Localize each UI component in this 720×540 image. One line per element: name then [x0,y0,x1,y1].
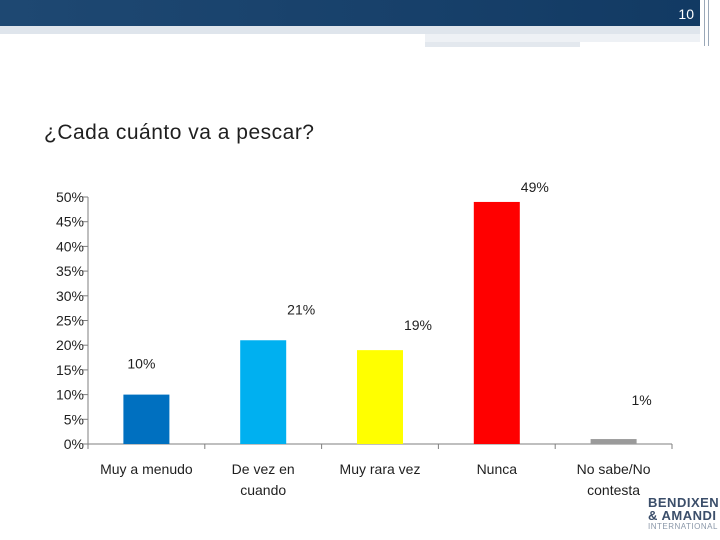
x-tick-label: Nunca [477,461,518,477]
data-label: 21% [287,301,315,317]
y-tick-label: 35% [56,263,84,279]
bar [473,201,520,444]
data-label: 1% [631,392,651,408]
bar [590,439,637,444]
x-tick-label: contesta [587,482,640,498]
header-strip-tertiary [425,42,580,47]
y-tick-label: 0% [64,436,84,452]
data-label: 49% [521,179,549,195]
y-tick-label: 20% [56,337,84,353]
header-divider [704,0,705,46]
data-label: 19% [404,317,432,333]
y-tick-label: 15% [56,362,84,378]
company-logo: BENDIXEN & AMANDI INTERNATIONAL [648,495,720,531]
logo-line-3: INTERNATIONAL [648,522,718,531]
logo-line-2: & AMANDI [648,508,717,523]
y-tick-label: 10% [56,387,84,403]
y-tick-label: 40% [56,238,84,254]
header-divider [708,0,709,46]
logo-line-1: BENDIXEN [648,495,720,510]
y-tick-label: 50% [56,189,84,205]
x-tick-label: Muy a menudo [100,461,193,477]
bar [123,394,170,444]
slide-title: ¿Cada cuánto va a pescar? [44,121,315,144]
data-label: 10% [127,356,155,372]
x-tick-label: No sabe/No [577,461,651,477]
y-tick-label: 30% [56,288,84,304]
x-tick-label: Muy rara vez [340,461,421,477]
header-bar [0,0,700,26]
x-tick-label: cuando [240,482,286,498]
header-strip-secondary [425,34,700,42]
header-strip [0,26,700,34]
bar [240,340,287,444]
x-tick-label: De vez en [232,461,295,477]
y-tick-label: 45% [56,214,84,230]
bar [357,350,403,444]
page-number: 10 [678,6,694,22]
y-tick-label: 25% [56,313,84,329]
y-tick-label: 5% [64,411,84,427]
